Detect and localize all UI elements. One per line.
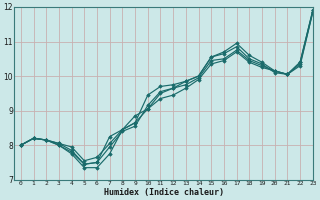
X-axis label: Humidex (Indice chaleur): Humidex (Indice chaleur) [104,188,224,197]
